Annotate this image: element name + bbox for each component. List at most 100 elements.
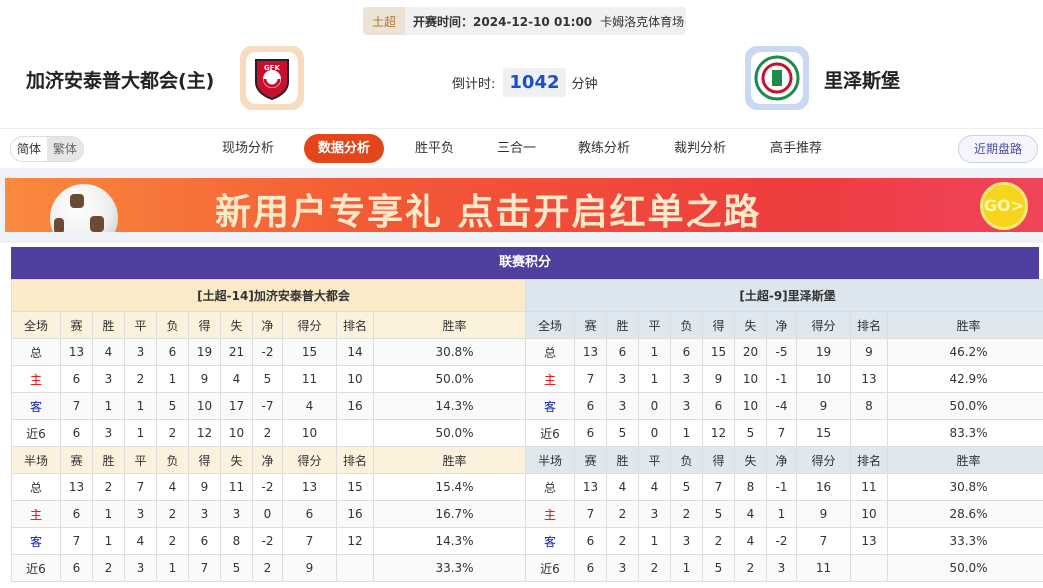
cell: 6	[60, 365, 93, 393]
cell: 50.0%	[886, 392, 1043, 420]
cell: 3	[92, 419, 125, 447]
cell: 15	[702, 338, 735, 366]
cell: 3	[766, 554, 797, 582]
section-label: 半场	[11, 446, 61, 474]
column-header: 赛	[60, 446, 93, 474]
cell: 13	[282, 473, 337, 501]
cell: -7	[252, 392, 283, 420]
cell: 6	[606, 338, 639, 366]
tab-4[interactable]: 教练分析	[578, 141, 631, 156]
cell: 15.4%	[373, 473, 536, 501]
column-header: 胜	[92, 446, 125, 474]
league-badge[interactable]: 土超	[363, 7, 406, 35]
nav-bar: 简体 繁体 现场分析 数据分析 胜平负 三合一 教练分析 裁判分析 高手推荐 近期盘路	[0, 128, 1043, 168]
home-team-logo[interactable]: GFK	[240, 46, 304, 110]
column-header: 负	[156, 446, 189, 474]
cell: -1	[766, 473, 797, 501]
promo-banner[interactable]: 新用户专享礼 点击开启红单之路 GO>	[5, 178, 1043, 232]
row-label: 近6	[525, 419, 575, 447]
cell: 15	[282, 338, 337, 366]
cell: 13	[60, 338, 93, 366]
cell: 3	[220, 500, 253, 528]
recent-odds-button[interactable]: 近期盘路	[958, 135, 1038, 163]
countdown-unit: 分钟	[571, 77, 598, 92]
home-standings: [土超-14]加济安泰普大都会 全场赛胜平负得失净得分 排名 胜率总 13 4 3 6 19 21…	[11, 279, 536, 582]
column-header: 胜率	[886, 446, 1043, 474]
rizespor-crest-icon	[754, 55, 800, 101]
away-team-logo[interactable]	[745, 46, 809, 110]
column-header: 净	[252, 311, 283, 339]
league-standings: 联赛积分 [土超-14]加济安泰普大都会 全场赛胜平负得失净得分 排名 胜率总 13 4 3…	[11, 247, 1043, 582]
cell: 12	[336, 527, 374, 555]
tab-0[interactable]: 现场分析	[222, 141, 275, 156]
tab-5[interactable]: 裁判分析	[674, 141, 727, 156]
tab-1[interactable]: 数据分析	[304, 134, 385, 163]
cell: 46.2%	[886, 338, 1043, 366]
column-header: 失	[734, 311, 767, 339]
column-header: 胜率	[373, 446, 536, 474]
table-row: 客 6 2 1 3 2 4 -2 7 13 33.3%	[525, 527, 1043, 555]
section-label: 半场	[525, 446, 575, 474]
simplified-button[interactable]: 简体	[11, 137, 48, 161]
tab-3[interactable]: 三合一	[497, 141, 537, 156]
tab-6[interactable]: 高手推荐	[770, 141, 823, 156]
cell: 7	[702, 473, 735, 501]
column-header: 平	[638, 446, 671, 474]
cell: 10	[282, 419, 337, 447]
cell: 4	[606, 473, 639, 501]
cell: 4	[638, 473, 671, 501]
banner-text: 新用户专享礼 点击开启红单之路	[215, 192, 762, 232]
table-row: 总 13 4 4 5 7 8 -1 16 11 30.8%	[525, 473, 1043, 501]
away-team-name[interactable]: 里泽斯堡	[824, 70, 901, 92]
cell: 7	[282, 527, 337, 555]
column-header: 失	[220, 311, 253, 339]
go-button[interactable]: GO>	[980, 182, 1028, 230]
traditional-button[interactable]: 繁体	[47, 137, 84, 161]
cell: 14	[336, 338, 374, 366]
cell: 19	[796, 338, 851, 366]
cell: 12	[188, 419, 221, 447]
column-header: 排名	[850, 446, 888, 474]
cell: 1	[156, 554, 189, 582]
row-label: 总	[11, 473, 61, 501]
row-label: 近6	[11, 419, 61, 447]
cell: 19	[188, 338, 221, 366]
cell: 3	[124, 500, 157, 528]
table-row: 近6 6 3 2 1 5 2 3 11 50.0%	[525, 554, 1043, 582]
half-header-row: 半场赛胜平负得失净得分 排名 胜率	[525, 446, 1043, 474]
cell: 4	[124, 527, 157, 555]
team-standings-header: [土超-9]里泽斯堡	[524, 279, 1043, 312]
row-label: 客	[525, 527, 575, 555]
table-row: 主 6 1 3 2 3 3 0 6 16 16.7%	[11, 500, 536, 528]
countdown-label: 倒计时:	[452, 77, 496, 92]
cell: 1	[156, 365, 189, 393]
table-row: 总 13 6 1 6 15 20 -5 19 9 46.2%	[525, 338, 1043, 366]
column-header: 胜率	[373, 311, 536, 339]
cell: 4	[734, 527, 767, 555]
column-header: 平	[124, 311, 157, 339]
cell: 6	[574, 419, 607, 447]
tab-2[interactable]: 胜平负	[415, 141, 455, 156]
row-label: 主	[11, 365, 61, 393]
cell: -4	[766, 392, 797, 420]
cell	[850, 554, 888, 582]
cell: 13	[574, 473, 607, 501]
table-row: 客 7 1 4 2 6 8 -2 7 12 14.3%	[11, 527, 536, 555]
cell: 13	[574, 338, 607, 366]
cell: 9	[282, 554, 337, 582]
countdown: 倒计时: 1042 分钟	[452, 68, 598, 97]
row-label: 近6	[11, 554, 61, 582]
home-team-name[interactable]: 加济安泰普大都会(主)	[26, 70, 215, 92]
cell: 1	[92, 500, 125, 528]
column-header: 排名	[336, 311, 374, 339]
cell: -2	[252, 473, 283, 501]
column-header: 负	[670, 446, 703, 474]
cell: 10	[336, 365, 374, 393]
cell: 83.3%	[886, 419, 1043, 447]
cell: 7	[796, 527, 851, 555]
cell	[850, 419, 888, 447]
cell: 5	[220, 554, 253, 582]
cell: 4	[156, 473, 189, 501]
cell: 2	[252, 554, 283, 582]
cell: 8	[220, 527, 253, 555]
